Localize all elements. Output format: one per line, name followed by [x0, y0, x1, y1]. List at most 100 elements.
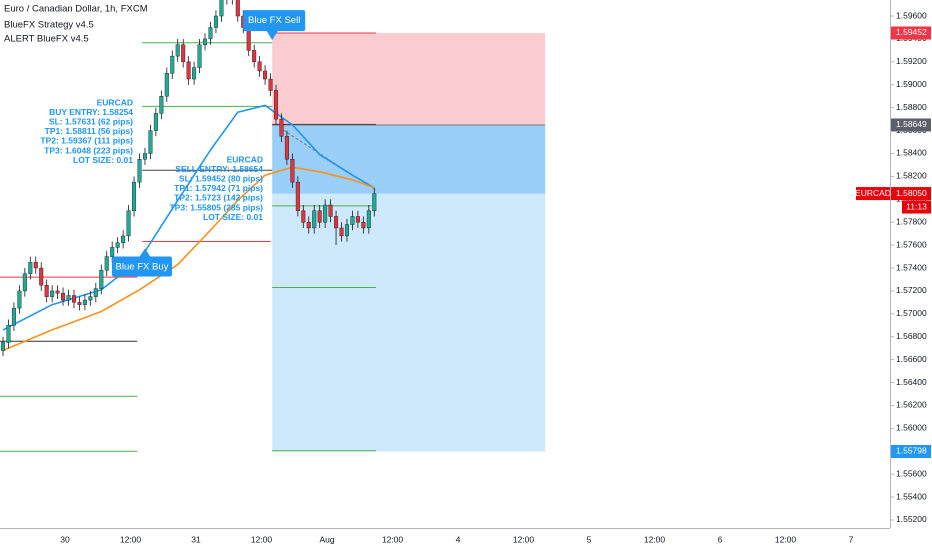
y-tick-label: 1.57000	[896, 308, 927, 318]
candle-body	[301, 210, 306, 223]
candle-body	[82, 299, 87, 305]
price-tag	[891, 118, 931, 132]
indicator-name: BlueFX Strategy v4.5	[4, 20, 94, 31]
indicator-name: ALERT BlueFX v4.5	[4, 34, 89, 45]
candle-body	[50, 290, 55, 297]
candle-body	[181, 44, 186, 63]
candle-body	[148, 130, 153, 154]
candle-body	[279, 118, 284, 137]
y-tick-label: 1.56800	[896, 331, 927, 341]
signal-info: BUY ENTRY: 1.58254	[49, 107, 133, 117]
signal-info: EURCAD	[227, 154, 263, 164]
candle-body	[323, 204, 328, 223]
x-tick-label: 12:00	[775, 534, 797, 544]
candle-body	[175, 44, 180, 57]
signal-info: LOT SIZE: 0.01	[203, 212, 263, 222]
y-tick-label: 1.58800	[896, 102, 927, 112]
candle-body	[334, 216, 339, 229]
y-tick-label: 1.55400	[896, 491, 927, 501]
signal-info: TP1: 1.58811 (56 pips)	[45, 126, 134, 136]
candle-body	[197, 44, 202, 68]
signal-info: TP2: 1.59367 (111 pips)	[40, 136, 133, 146]
candle-body	[99, 270, 104, 289]
x-tick-label: 12:00	[382, 534, 404, 544]
price-tag	[891, 26, 931, 40]
candle-body	[142, 153, 147, 160]
candle-body	[290, 159, 295, 183]
stop-zone	[272, 32, 546, 125]
x-tick-label: 12:00	[251, 534, 273, 544]
y-tick-label: 1.57600	[896, 239, 927, 249]
countdown-label: 11:13	[906, 201, 927, 211]
candle-body	[192, 67, 197, 80]
candle-body	[1, 342, 5, 351]
price-tag-label: 1.58050	[896, 188, 927, 198]
candle-body	[170, 55, 175, 74]
candle-body	[257, 61, 262, 72]
price-tag-label: 1.59452	[896, 27, 927, 37]
signal-info: TP3: 1.55805 (285 pips)	[169, 202, 263, 212]
candle-body	[6, 325, 11, 343]
candle-body	[71, 295, 76, 303]
x-tick-label: Aug	[319, 534, 334, 544]
candle-body	[284, 136, 289, 160]
y-tick-label: 1.56200	[896, 400, 927, 410]
symbol-tag-label: EURCAD	[855, 188, 891, 198]
candle-body	[208, 27, 213, 40]
y-tick-label: 1.59200	[896, 56, 927, 66]
candle-body	[28, 262, 33, 274]
price-tag-label: 1.55798	[896, 446, 927, 456]
countdown-tag	[902, 200, 931, 214]
candle-body	[317, 210, 322, 223]
price-tag	[891, 187, 931, 201]
candle-body	[355, 216, 360, 223]
signal-arrow	[266, 30, 279, 41]
candle-body	[44, 284, 49, 297]
y-tick-label: 1.57800	[896, 216, 927, 226]
candle-body	[11, 307, 16, 326]
candle-body	[186, 61, 191, 80]
candle-body	[17, 290, 22, 309]
candle-body	[235, 0, 240, 17]
y-tick-label: 1.55600	[896, 468, 927, 478]
signal-info: TP3: 1.6048 (223 pips)	[44, 145, 133, 155]
candle-body	[295, 181, 300, 211]
y-tick-label: 1.56400	[896, 377, 927, 387]
candle-body	[203, 38, 208, 45]
x-tick-label: 30	[60, 534, 70, 544]
candle-body	[132, 181, 137, 211]
signal-label: Blue FX Buy	[116, 262, 169, 273]
y-tick-label: 1.56600	[896, 354, 927, 364]
candle-body	[339, 227, 344, 237]
candle-body	[252, 50, 257, 63]
price-tag	[891, 444, 931, 458]
candle-body	[312, 210, 317, 229]
symbol-tag	[856, 187, 890, 201]
x-tick-label: 6	[718, 534, 723, 544]
signal-info: TP1: 1.57942 (71 pips)	[174, 183, 263, 193]
candle-body	[104, 256, 109, 271]
candle-body	[274, 90, 279, 120]
candle-body	[61, 293, 66, 301]
y-tick-label: 1.58200	[896, 171, 927, 181]
candle-body	[55, 290, 60, 294]
signal-box	[111, 256, 172, 277]
moving-average	[2, 166, 375, 352]
candle-body	[350, 216, 355, 225]
candle-body	[115, 242, 120, 248]
profit-zone	[272, 124, 546, 194]
y-tick-label: 1.59600	[896, 10, 927, 20]
candle-body	[366, 210, 371, 229]
candle-body	[263, 70, 268, 80]
y-tick-label: 1.57200	[896, 285, 927, 295]
candle-body	[77, 302, 82, 305]
x-tick-label: 4	[456, 534, 461, 544]
candle-body	[344, 224, 349, 237]
signal-info: SL: 1.57631 (62 pips)	[49, 116, 133, 126]
x-tick-label: 31	[191, 534, 201, 544]
signal-info: LOT SIZE: 0.01	[73, 155, 133, 165]
x-tick-label: 5	[587, 534, 592, 544]
signal-box	[243, 10, 306, 32]
signal-info: SL: 1.59452 (80 pips)	[179, 173, 263, 183]
